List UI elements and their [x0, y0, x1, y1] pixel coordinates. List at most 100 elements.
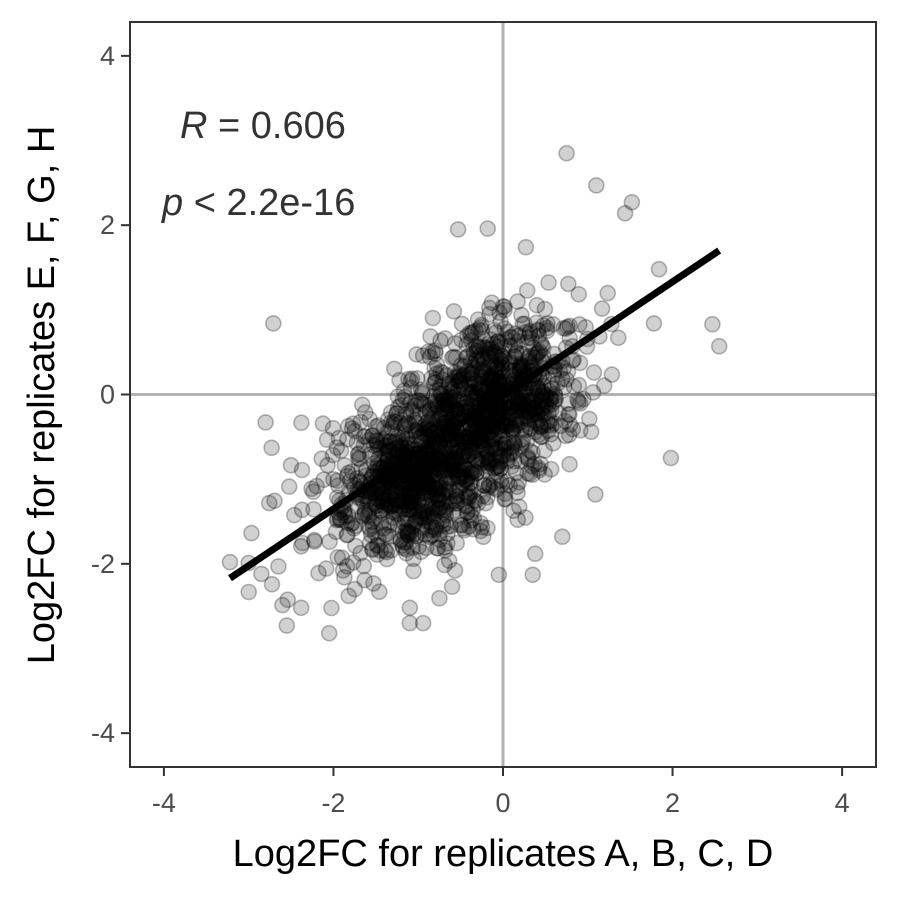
data-point	[436, 330, 454, 347]
data-point	[543, 396, 560, 413]
data-point	[492, 459, 510, 477]
data-point	[386, 440, 404, 458]
data-point	[449, 368, 466, 385]
data-point	[399, 414, 417, 432]
data-point	[461, 375, 479, 392]
data-point	[441, 397, 458, 414]
data-point	[521, 418, 539, 435]
data-point	[488, 458, 506, 476]
data-point	[367, 493, 385, 511]
data-point	[483, 416, 501, 433]
data-point	[399, 523, 417, 541]
data-point	[414, 458, 431, 476]
data-point	[462, 354, 480, 372]
data-point	[368, 432, 386, 450]
data-point	[426, 480, 444, 498]
data-point	[520, 394, 538, 411]
data-point	[434, 504, 452, 521]
data-point	[378, 443, 396, 461]
data-point	[355, 557, 373, 575]
data-point	[522, 406, 540, 424]
data-point	[345, 520, 363, 537]
data-point	[452, 516, 469, 534]
data-point	[523, 397, 541, 414]
data-point	[412, 381, 430, 399]
data-point	[435, 390, 453, 408]
data-point	[407, 393, 425, 411]
data-point	[557, 427, 575, 445]
data-point	[407, 479, 425, 497]
data-point	[440, 451, 457, 468]
data-point	[474, 349, 492, 367]
data-point	[468, 350, 486, 368]
data-point	[480, 453, 498, 471]
data-point	[382, 484, 399, 502]
data-point	[434, 371, 452, 389]
data-point	[402, 379, 420, 397]
x-tick-label: 2	[665, 788, 680, 818]
data-point	[413, 394, 431, 412]
data-point	[507, 411, 525, 429]
data-point	[458, 461, 476, 478]
data-point	[432, 385, 450, 402]
data-point	[382, 413, 400, 431]
data-point	[332, 511, 350, 529]
data-point	[424, 510, 442, 527]
data-point	[527, 387, 545, 405]
data-point	[503, 439, 521, 457]
data-point	[493, 347, 511, 365]
data-point	[461, 439, 479, 457]
data-point	[469, 431, 487, 449]
data-point	[451, 469, 469, 487]
data-point	[463, 474, 480, 492]
data-point	[404, 518, 422, 535]
data-point	[443, 400, 460, 417]
data-point	[459, 489, 477, 507]
data-point	[253, 565, 270, 583]
data-point	[499, 452, 516, 470]
data-point	[491, 304, 508, 322]
data-point	[461, 365, 479, 383]
data-point	[419, 506, 436, 524]
data-point	[435, 461, 453, 479]
data-point	[429, 452, 447, 470]
data-point	[432, 494, 450, 512]
data-point	[444, 373, 462, 391]
data-point	[482, 455, 500, 473]
data-point	[464, 324, 482, 341]
data-point	[449, 507, 467, 524]
data-point	[493, 358, 510, 376]
data-point	[437, 406, 455, 423]
data-point	[415, 468, 433, 486]
data-point	[599, 284, 617, 302]
data-point	[432, 405, 450, 422]
data-point	[328, 439, 346, 456]
data-point	[221, 553, 239, 571]
data-point	[458, 428, 475, 446]
data-point	[528, 401, 546, 419]
data-point	[373, 502, 391, 519]
data-point	[349, 446, 367, 463]
data-point	[571, 421, 589, 439]
data-point	[392, 474, 410, 492]
data-point	[479, 488, 496, 506]
data-point	[391, 434, 409, 452]
data-point	[450, 479, 467, 496]
data-point	[350, 445, 368, 462]
data-point	[486, 364, 503, 382]
p-value: < 2.2e-16	[183, 182, 355, 224]
data-point	[519, 448, 537, 466]
data-point	[462, 512, 480, 529]
data-point	[445, 388, 462, 406]
data-point	[465, 482, 482, 500]
data-point	[402, 495, 419, 513]
data-point	[449, 404, 467, 421]
data-point	[461, 386, 479, 403]
data-point	[421, 402, 439, 419]
data-point	[534, 393, 552, 411]
data-point	[468, 389, 486, 406]
data-point	[414, 468, 432, 485]
data-point	[429, 410, 447, 428]
data-point	[423, 459, 441, 477]
data-point	[510, 394, 528, 412]
